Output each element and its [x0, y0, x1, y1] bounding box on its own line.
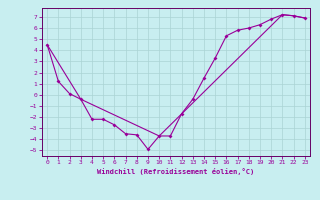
X-axis label: Windchill (Refroidissement éolien,°C): Windchill (Refroidissement éolien,°C): [97, 168, 255, 175]
